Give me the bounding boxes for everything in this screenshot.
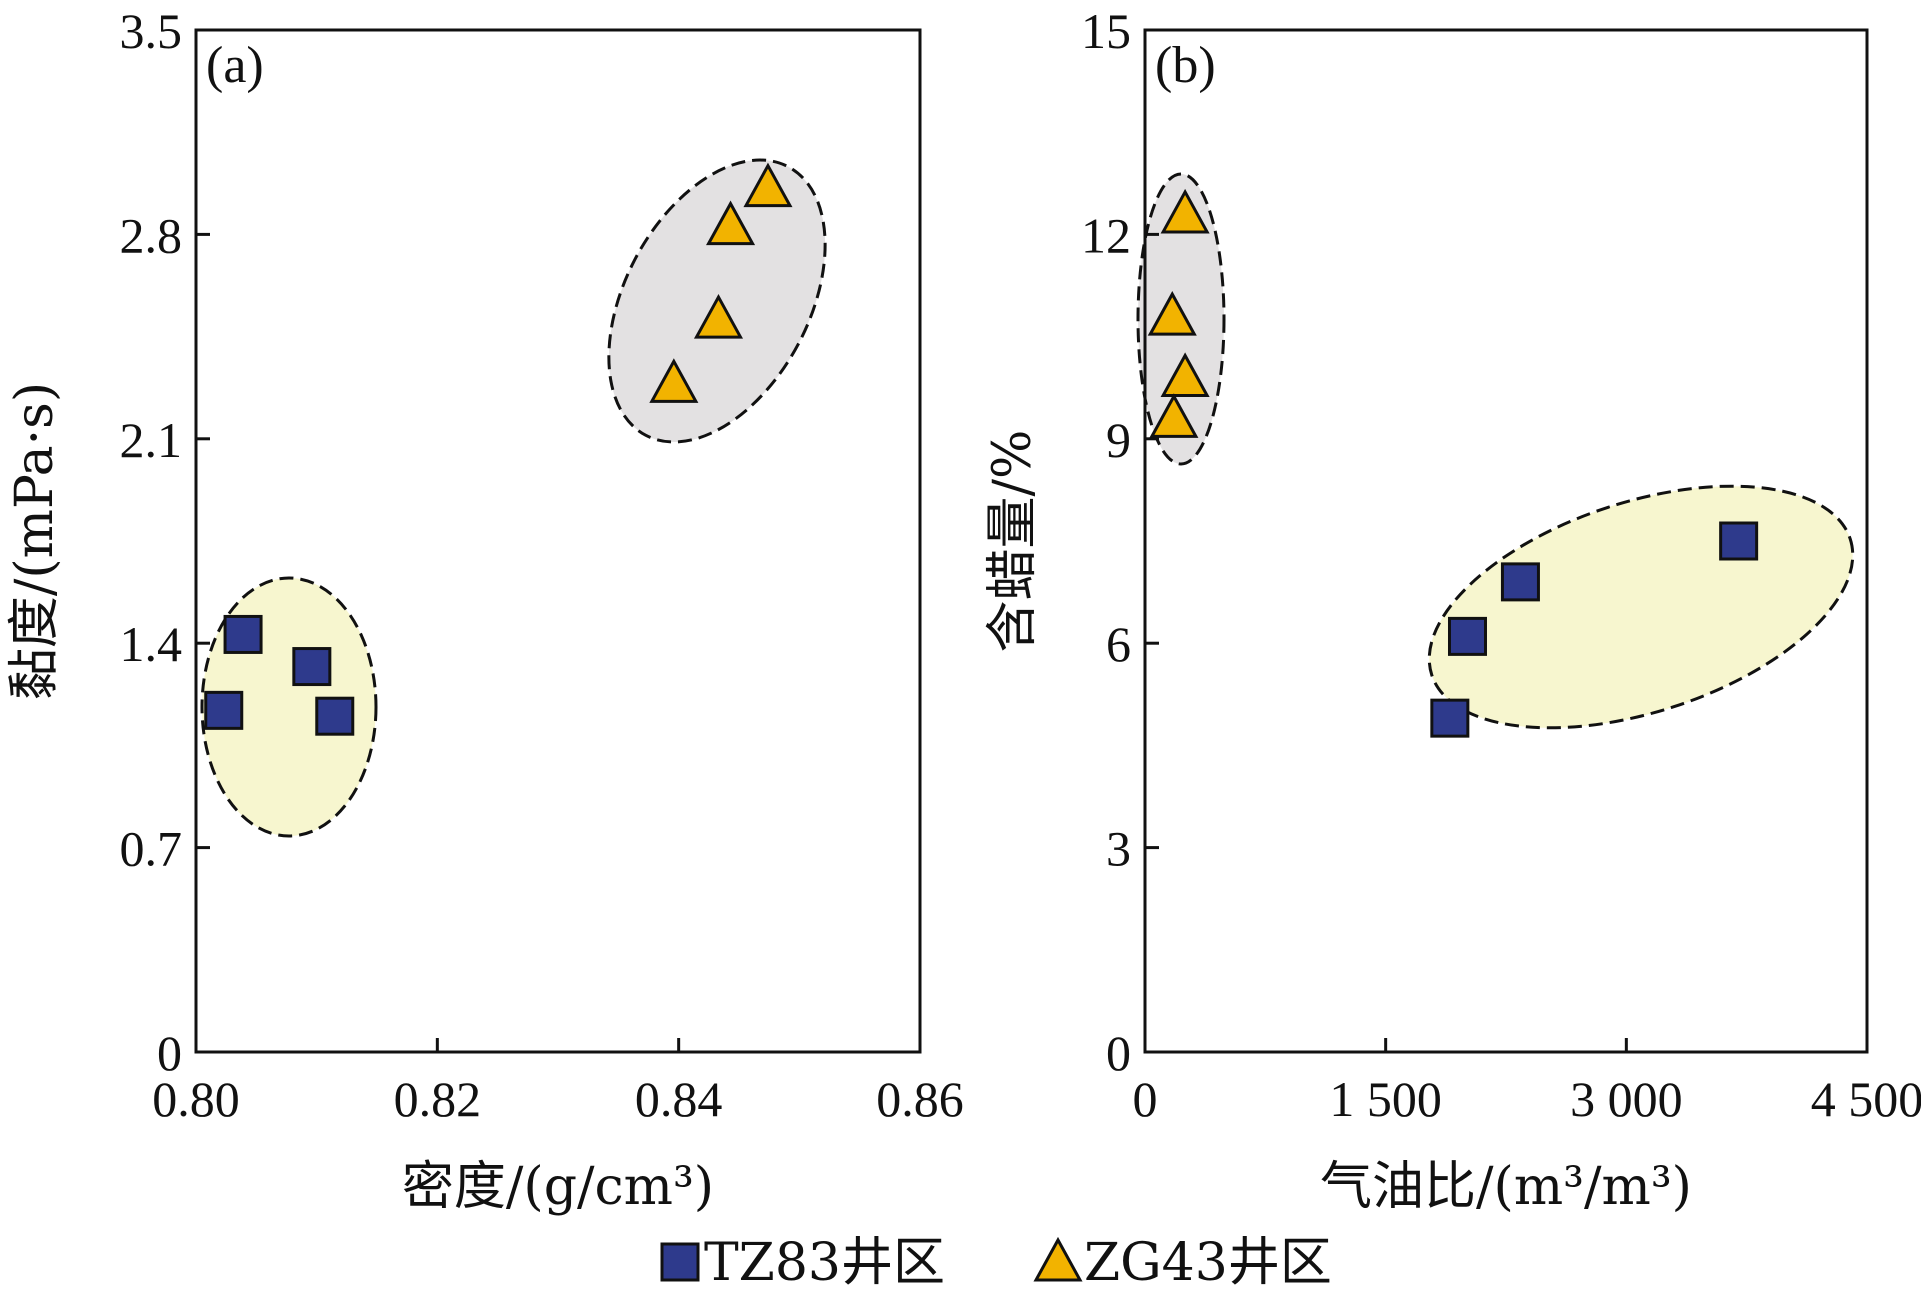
zg43-point [1147, 291, 1197, 336]
x-tick-label: 0.84 [635, 1071, 723, 1127]
legend: TZ83井区 ZG43井区 [660, 1233, 1332, 1291]
tz83-point [1500, 562, 1540, 602]
zg43-point [743, 162, 793, 208]
tz83-point [315, 696, 355, 736]
zg43-point [1160, 188, 1210, 234]
x-tick-label: 3 000 [1570, 1071, 1683, 1127]
zg43-point [1160, 352, 1210, 397]
y-tick-label: 0.7 [120, 821, 183, 877]
x-tick-label: 1 500 [1329, 1071, 1442, 1127]
panel-a: 0.80 0.82 0.84 0.86 0 0.7 1.4 2.1 2.8 3.5 (a) 密度/(g… [5, 3, 964, 1217]
panel-label: (b) [1155, 37, 1216, 94]
zg43-point [706, 200, 756, 246]
legend-label-zg43: ZG43井区 [1084, 1233, 1332, 1291]
y-axis-title: 含蜡量/% [983, 430, 1043, 653]
x-axis-title: 密度/(g/cm³) [402, 1157, 714, 1217]
y-tick-label: 3 [1106, 821, 1131, 877]
plot-frame [1143, 28, 1869, 1054]
y-tick-label: 1.4 [120, 616, 183, 672]
y-tick-label: 2.1 [120, 412, 183, 468]
panel-b: 0 1 500 3 000 4 500 0 3 6 9 12 15 (b) 气油比/(m³/m³) 含蜡… [983, 3, 1921, 1217]
y-tick-label: 0 [1106, 1025, 1131, 1081]
x-axis-title: 气油比/(m³/m³) [1320, 1157, 1692, 1217]
tz83-point [223, 614, 263, 654]
zg43-point [693, 293, 744, 339]
x-tick-label: 4 500 [1811, 1071, 1921, 1127]
legend-square-marker [660, 1242, 700, 1282]
panel-label: (a) [206, 37, 264, 94]
tz83-point [1719, 521, 1759, 561]
zg43-point [649, 358, 699, 403]
y-tick-label: 2.8 [120, 207, 183, 263]
tz83-point [1447, 616, 1487, 656]
x-tick-label: 0.80 [152, 1071, 240, 1127]
plot-frame [194, 28, 922, 1054]
tz83-point [1430, 698, 1470, 738]
tz83-point [204, 690, 244, 730]
y-tick-label: 9 [1106, 412, 1131, 468]
x-tick-label: 0.82 [394, 1071, 482, 1127]
legend-triangle-marker [1033, 1236, 1083, 1282]
legend-label-tz83: TZ83井区 [704, 1233, 945, 1291]
y-tick-label: 15 [1081, 3, 1131, 59]
y-axis-title: 黏度/(mPa·s) [5, 382, 65, 700]
y-tick-label: 3.5 [120, 3, 183, 59]
y-tick-label: 6 [1106, 616, 1131, 672]
y-tick-label: 12 [1081, 207, 1131, 263]
tz83-point [292, 647, 332, 687]
tz83-cluster-ellipse [1427, 484, 1855, 730]
x-tick-label: 0.86 [876, 1071, 964, 1127]
x-tick-label: 0 [1133, 1071, 1158, 1127]
y-tick-label: 0 [157, 1025, 182, 1081]
zg43-point [1149, 393, 1199, 438]
